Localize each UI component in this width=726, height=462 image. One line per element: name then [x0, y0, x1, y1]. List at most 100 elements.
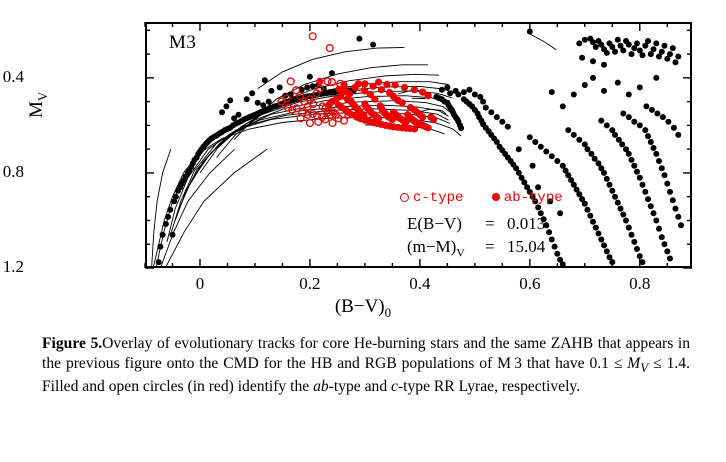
data-point [573, 186, 580, 193]
data-point [265, 98, 272, 105]
distance-modulus-value: 15.04 [507, 236, 546, 256]
data-point [537, 143, 544, 150]
data-point [570, 91, 577, 98]
data-point [526, 188, 533, 195]
y-tick-label: 0.8 [2, 161, 24, 181]
data-point [590, 218, 596, 225]
data-point [304, 84, 311, 91]
data-point [642, 188, 649, 195]
data-point [559, 103, 566, 110]
x-tick-label: 0.6 [519, 274, 541, 293]
data-point [249, 90, 256, 97]
cmd-plot-panel: M3 c-type ab-type E(B−V) = 0.013 (m−M)V = 15… [144, 22, 692, 269]
data-point [656, 158, 662, 164]
data-point [620, 110, 627, 117]
data-point [308, 109, 317, 119]
data-point [518, 174, 525, 181]
data-point [588, 150, 595, 157]
data-point [337, 92, 345, 100]
reddening-name: E(B−V) [407, 214, 462, 233]
data-point [667, 188, 673, 195]
data-point [292, 86, 301, 95]
data-point [438, 86, 445, 93]
data-point [619, 141, 626, 148]
data-point [526, 28, 533, 35]
data-point [669, 45, 676, 52]
data-point [276, 84, 283, 91]
data-point [645, 133, 651, 140]
data-point [625, 41, 632, 48]
data-point [375, 78, 383, 86]
caption-part-3: -type and [328, 378, 392, 396]
data-point [419, 113, 427, 121]
data-point [243, 96, 250, 103]
data-point [529, 193, 536, 200]
data-point [636, 253, 643, 260]
data-point [667, 51, 673, 58]
data-point [430, 115, 438, 123]
data-point [670, 124, 677, 131]
data-point [424, 92, 432, 100]
data-point [383, 80, 391, 89]
data-point [636, 174, 643, 181]
data-point [617, 205, 624, 212]
distance-modulus-line: (m−M)V = 15.04 [407, 236, 545, 261]
data-point [665, 118, 672, 125]
data-point [493, 139, 500, 145]
data-point [576, 40, 583, 47]
data-point [620, 47, 627, 54]
caption-ab-emphasis: ab [313, 378, 329, 396]
data-point [460, 89, 467, 96]
data-point [524, 184, 531, 191]
data-point [424, 124, 432, 132]
data-point [305, 118, 314, 128]
data-point [162, 221, 169, 227]
plot-canvas [144, 22, 692, 269]
reddening-equals: = [485, 214, 495, 233]
data-point [581, 141, 588, 148]
data-point [601, 169, 607, 176]
data-point [628, 156, 635, 163]
data-point [628, 51, 635, 58]
data-point [636, 84, 643, 91]
figure-caption: Figure 5.Overlay of evolutionary tracks … [42, 334, 690, 398]
data-point [625, 114, 632, 121]
data-point [614, 79, 621, 86]
data-point [675, 213, 682, 220]
data-point [562, 167, 569, 174]
data-point [579, 196, 586, 203]
data-point [315, 84, 324, 93]
data-point [609, 127, 616, 134]
data-point [336, 79, 345, 88]
data-point [667, 255, 673, 262]
data-point [298, 86, 305, 93]
data-point [620, 211, 627, 218]
data-point [328, 118, 337, 128]
data-point [458, 125, 465, 132]
data-point [634, 168, 640, 175]
data-point [548, 236, 555, 243]
data-point [309, 99, 318, 109]
data-point [581, 36, 588, 43]
data-point [603, 175, 610, 182]
data-point [576, 191, 583, 198]
data-point [609, 187, 616, 194]
distance-modulus-name: (m−M)V [407, 236, 465, 260]
data-point [606, 181, 613, 188]
data-point [356, 35, 363, 42]
data-point [601, 242, 607, 249]
data-point [344, 110, 353, 119]
data-point [543, 222, 550, 229]
x-axis-title: (B−V)0 [334, 296, 392, 320]
y-tick-label: 0.4 [2, 66, 24, 86]
data-point [361, 87, 369, 95]
data-point [643, 103, 650, 110]
data-point [471, 91, 478, 98]
data-point [603, 248, 610, 255]
data-point [598, 236, 605, 243]
data-point [628, 231, 635, 238]
data-point [634, 40, 640, 47]
data-point [235, 111, 242, 118]
data-point [521, 179, 528, 186]
data-point [223, 103, 230, 110]
